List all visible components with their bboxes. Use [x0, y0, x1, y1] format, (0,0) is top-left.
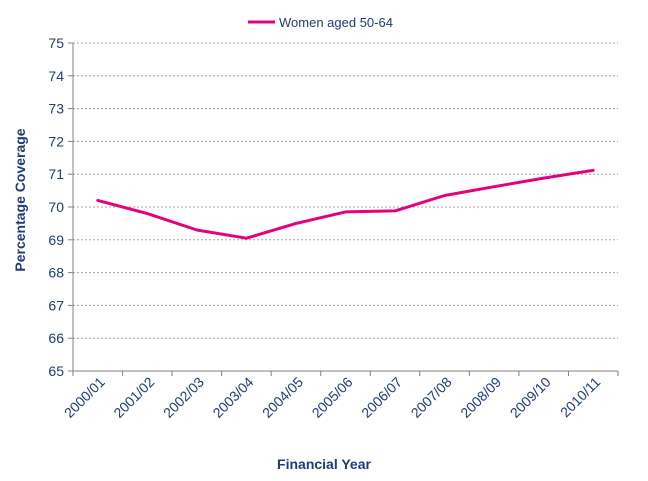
y-tick-label: 73: [48, 101, 64, 117]
y-tick-label: 69: [48, 232, 64, 248]
x-tick-label: 2002/03: [160, 374, 207, 421]
x-tick-label: 2008/09: [457, 374, 504, 421]
x-tick-labels: 2000/01 2001/02 2002/03 2003/04 2004/05 2005/…: [61, 374, 604, 421]
x-tick-label: 2001/02: [110, 374, 157, 421]
gridlines: [73, 42, 618, 339]
y-tick-label: 67: [48, 297, 64, 313]
x-tick-label: 2006/07: [358, 374, 405, 421]
legend-label: Women aged 50-64: [279, 15, 393, 30]
x-tick-label: 2004/05: [259, 374, 306, 421]
y-axis-title: Percentage Coverage: [12, 128, 28, 271]
x-tick-label: 2009/10: [507, 374, 554, 421]
x-tick-label: 2005/06: [309, 374, 356, 421]
y-tick-label: 70: [48, 199, 64, 215]
series-line: [96, 168, 595, 240]
series: [96, 168, 595, 240]
x-tick-label: 2010/11: [557, 374, 604, 421]
x-tick-label: 2000/01: [61, 374, 108, 421]
x-tick-label: 2007/08: [408, 374, 455, 421]
y-tick-label: 75: [48, 35, 64, 51]
y-tick-label: 72: [48, 133, 64, 149]
y-tick-label: 65: [48, 363, 64, 379]
y-tick-label: 74: [48, 68, 64, 84]
y-tick-label: 68: [48, 265, 64, 281]
axes: [68, 42, 619, 376]
y-tick-label: 66: [48, 330, 64, 346]
x-tick-label: 2003/04: [209, 374, 256, 421]
legend: Women aged 50-64: [248, 15, 393, 30]
y-tick-label: 71: [48, 166, 64, 182]
x-axis-title: Financial Year: [277, 456, 371, 472]
y-tick-labels: 65 66 67 68 69 70 71 72 73 74 75: [48, 35, 64, 379]
